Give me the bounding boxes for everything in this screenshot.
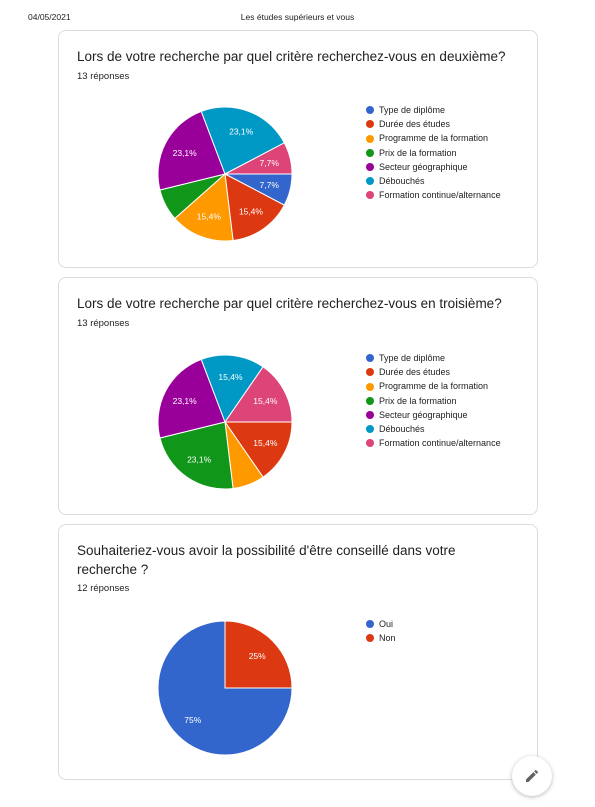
legend-swatch: [366, 410, 374, 419]
question-card-3: Souhaiteriez-vous avoir la possibilité d…: [58, 524, 538, 780]
chart-legend: Oui Non: [366, 617, 396, 645]
slice-label: 23,1%: [229, 126, 254, 136]
slice-label: 15,4%: [253, 438, 278, 448]
legend-label: Durée des études: [379, 367, 451, 378]
pie-slice: [224, 621, 292, 689]
legend-label: Secteur géographique: [379, 161, 468, 172]
chart-legend: Type de diplôme Durée des études Programme…: [366, 103, 501, 202]
slice-label: 23,1%: [187, 454, 212, 464]
response-count: 13 réponses: [77, 318, 130, 329]
legend-item: Formation continue/alternance: [366, 436, 501, 450]
question-title: Souhaiteriez-vous avoir la possibilité d…: [77, 543, 456, 577]
pie-slice: [224, 421, 292, 478]
legend-swatch: [366, 620, 374, 629]
legend-item: Secteur géographique: [366, 160, 501, 174]
legend-item: Débouchés: [366, 174, 501, 188]
legend-swatch: [366, 425, 374, 434]
legend-swatch: [366, 368, 374, 377]
legend-label: Débouchés: [379, 176, 425, 187]
pencil-icon: [526, 769, 539, 782]
legend-label: Type de diplôme: [379, 105, 446, 115]
legend-swatch: [366, 162, 374, 171]
legend-item: Programme de la formation: [366, 379, 501, 393]
legend-item: Durée des études: [366, 365, 501, 379]
legend-item: Type de diplôme: [366, 103, 501, 117]
legend-item: Non: [366, 631, 396, 645]
legend-item: Formation continue/alternance: [366, 188, 501, 202]
pie-slice: [200, 107, 286, 175]
legend-item: Prix de la formation: [366, 146, 501, 160]
legend-label: Prix de la formation: [379, 395, 457, 406]
question-title: Lors de votre recherche par quel critère…: [77, 296, 502, 311]
legend-swatch: [366, 106, 374, 115]
question-card-1: Lors de votre recherche par quel critère…: [58, 30, 538, 268]
legend-swatch: [366, 120, 374, 129]
print-date: 04/05/2021: [28, 12, 71, 22]
chart-legend: Type de diplôme Durée des études Programme…: [366, 351, 501, 450]
legend-label: Programme de la formation: [379, 381, 489, 392]
legend-label: Prix de la formation: [379, 147, 457, 158]
slice-label: 23,1%: [173, 148, 198, 158]
legend-label: Programme de la formation: [379, 133, 489, 144]
slice-label: 7,7%: [260, 180, 280, 190]
legend-label: Formation continue/alternance: [379, 438, 501, 449]
pie-slice: [224, 366, 292, 423]
pie-chart: 75% 25%: [158, 621, 292, 755]
legend-label: Formation continue/alternance: [379, 190, 501, 201]
legend-item: Durée des études: [366, 117, 501, 131]
slice-label: 75%: [184, 715, 201, 725]
document-title: Les études supérieurs et vous: [240, 12, 355, 22]
legend-label: Oui: [379, 619, 394, 629]
question-card-2: Lors de votre recherche par quel critère…: [58, 277, 538, 515]
slice-label: 25%: [249, 651, 266, 661]
legend-swatch: [366, 382, 374, 391]
slice-label: 15,4%: [218, 372, 243, 382]
pie-slice: [224, 173, 286, 241]
response-count: 12 réponses: [77, 583, 130, 594]
legend-item: Oui: [366, 617, 396, 631]
edit-button[interactable]: [512, 756, 552, 796]
slice-label: 15,4%: [239, 206, 264, 216]
slice-label: 15,4%: [253, 396, 278, 406]
page-header: 04/05/2021 Les études supérieurs et vous: [0, 12, 595, 26]
legend-label: Secteur géographique: [379, 409, 468, 420]
legend-swatch: [366, 354, 374, 363]
pie-slice: [159, 421, 234, 489]
slice-label: 23,1%: [173, 396, 198, 406]
legend-item: Type de diplôme: [366, 351, 501, 365]
legend-swatch: [366, 191, 374, 200]
pie-chart: 15,4% 23,1% 23,1% 15,4% 15,4%: [158, 355, 292, 489]
pie-slice: [158, 621, 292, 755]
slice-label: 7,7%: [260, 158, 280, 168]
legend-swatch: [366, 396, 374, 405]
legend-label: Débouchés: [379, 424, 425, 435]
legend-item: Débouchés: [366, 422, 501, 436]
legend-swatch: [366, 177, 374, 186]
legend-swatch: [366, 148, 374, 157]
slice-label: 15,4%: [197, 212, 222, 222]
legend-item: Prix de la formation: [366, 394, 501, 408]
legend-item: Programme de la formation: [366, 131, 501, 145]
pie-chart: 7,7% 15,4% 15,4% 23,1% 23,1% 7,7%: [158, 107, 292, 241]
legend-label: Durée des études: [379, 119, 451, 130]
legend-swatch: [366, 134, 374, 143]
pie-slice: [200, 355, 264, 424]
legend-label: Type de diplôme: [379, 353, 446, 363]
pie-slice: [174, 172, 234, 241]
legend-label: Non: [379, 633, 396, 644]
legend-item: Secteur géographique: [366, 408, 501, 422]
legend-swatch: [366, 634, 374, 643]
response-count: 13 réponses: [77, 71, 130, 82]
question-title: Lors de votre recherche par quel critère…: [77, 49, 506, 64]
legend-swatch: [366, 439, 374, 448]
